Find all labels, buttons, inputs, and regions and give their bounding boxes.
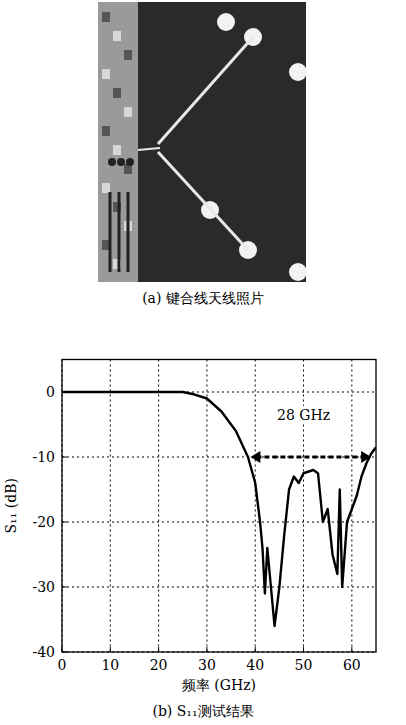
x-tick xyxy=(351,647,352,652)
y-tick-label: -30 xyxy=(32,579,55,595)
y-tick xyxy=(62,457,67,458)
chip-pad xyxy=(113,88,121,98)
chip-trace xyxy=(118,192,121,272)
chip-pad xyxy=(102,126,110,136)
x-tick xyxy=(158,647,159,652)
chip-via xyxy=(108,158,116,166)
data-group xyxy=(62,392,376,626)
y-axis-title: S₁₁ (dB) xyxy=(3,478,19,533)
x-tick-label: 20 xyxy=(150,657,168,673)
x-tick xyxy=(303,647,304,652)
grid-line-x xyxy=(303,360,304,653)
grid-line-x xyxy=(158,360,159,653)
x-tick xyxy=(255,647,256,652)
x-tick xyxy=(62,647,63,652)
grid-line-y xyxy=(62,587,376,588)
chart: 0 10 20 30 40 50 60 0 -10 -20 -30 -40 频率 (GHz) S₁₁ (d… xyxy=(3,360,376,720)
x-tick-label: 60 xyxy=(343,657,361,673)
chip xyxy=(98,2,138,282)
figure: (a) 键合线天线照片 0 10 20 30 40 50 60 0 -10 -20 -30 -40 频率 … xyxy=(0,0,406,725)
chip-pad xyxy=(124,107,132,117)
y-tick xyxy=(62,587,67,588)
x-tick-label: 30 xyxy=(198,657,216,673)
chart-caption: (b) S₁₁测试结果 xyxy=(152,703,253,719)
chip-pad xyxy=(102,183,110,193)
x-tick-label: 10 xyxy=(101,657,119,673)
y-tick-label: 0 xyxy=(46,384,55,400)
x-tick xyxy=(206,647,207,652)
chip-pad xyxy=(113,145,121,155)
chip-trace xyxy=(109,192,112,272)
y-tick-label: -20 xyxy=(32,514,55,530)
grid-line-x xyxy=(110,360,111,653)
photo-caption: (a) 键合线天线照片 xyxy=(142,290,264,306)
grid-line-x xyxy=(255,360,256,653)
bandwidth-arrow xyxy=(256,456,365,459)
chip-via xyxy=(126,158,134,166)
bond-pad xyxy=(289,263,307,281)
arrow-head xyxy=(250,451,260,463)
bond-pad xyxy=(289,63,307,81)
x-tick-label: 50 xyxy=(295,657,313,673)
chip-pad xyxy=(102,12,110,22)
grid-line-y xyxy=(62,457,376,458)
chip-pad xyxy=(124,50,132,60)
s11-line xyxy=(62,392,376,626)
chip-via xyxy=(117,158,125,166)
chip-trace xyxy=(127,192,130,272)
bond-wire xyxy=(158,37,253,144)
bond-wire xyxy=(158,152,248,250)
bond-pad xyxy=(217,13,235,31)
photo xyxy=(98,2,307,282)
y-tick xyxy=(62,522,67,523)
y-tick xyxy=(62,652,67,653)
annotation-background xyxy=(275,406,332,424)
x-axis-title: 频率 (GHz) xyxy=(182,677,256,693)
arrow-head xyxy=(361,451,371,463)
photo-background xyxy=(98,2,306,282)
y-tick-label: -10 xyxy=(32,449,55,465)
x-tick xyxy=(110,647,111,652)
chip-pad xyxy=(102,69,110,79)
x-tick-label: 0 xyxy=(58,657,67,673)
chip-pad xyxy=(113,31,121,41)
y-tick-label: -40 xyxy=(32,644,55,660)
grid-line-x xyxy=(206,360,207,653)
plot-frame xyxy=(62,360,376,653)
bond-wire xyxy=(138,148,160,150)
x-tick-label: 40 xyxy=(246,657,264,673)
annotation: 28 GHz xyxy=(277,407,330,423)
